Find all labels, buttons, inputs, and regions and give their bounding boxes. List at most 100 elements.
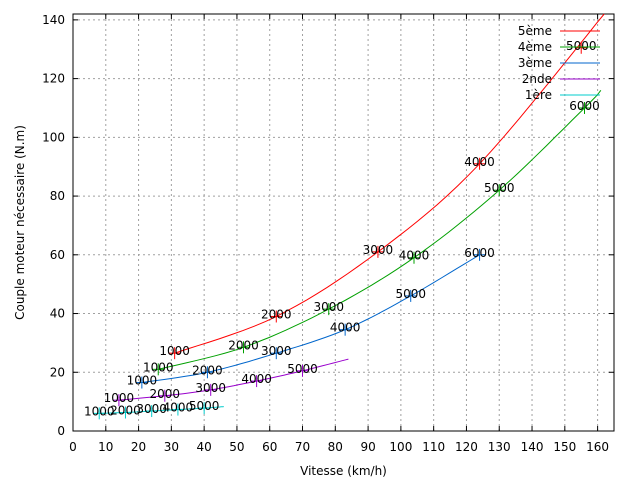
legend-label: 2nde bbox=[522, 72, 552, 86]
rpm-label: 1000 bbox=[143, 360, 174, 374]
rpm-label: 5000 bbox=[566, 39, 597, 53]
data-point: 3000 bbox=[261, 344, 292, 360]
rpm-label: 1000 bbox=[159, 344, 190, 358]
rpm-label: 2000 bbox=[228, 338, 259, 352]
y-tick-label: 40 bbox=[50, 307, 65, 321]
rpm-label: 2000 bbox=[110, 403, 141, 417]
rpm-label: 5000 bbox=[395, 287, 426, 301]
rpm-label: 2000 bbox=[261, 307, 292, 321]
data-point: 6000 bbox=[569, 99, 600, 114]
plot-frame bbox=[72, 13, 615, 432]
legend-item: 2nde bbox=[522, 72, 600, 86]
x-tick-label: 130 bbox=[488, 440, 511, 454]
y-tick-label: 140 bbox=[42, 13, 65, 27]
x-tick-label: 50 bbox=[229, 440, 244, 454]
data-point: 3000 bbox=[195, 381, 226, 396]
series-line bbox=[141, 254, 480, 383]
rpm-label: 1000 bbox=[104, 391, 135, 405]
rpm-label: 5000 bbox=[287, 362, 318, 376]
x-tick-label: 40 bbox=[197, 440, 212, 454]
data-point: 2000 bbox=[150, 387, 181, 402]
rpm-label: 3000 bbox=[261, 344, 292, 358]
x-tick-label: 150 bbox=[553, 440, 576, 454]
x-tick-label: 90 bbox=[360, 440, 375, 454]
data-point: 6000 bbox=[464, 246, 495, 261]
data-point: 4000 bbox=[163, 401, 194, 416]
data-point: 3000 bbox=[363, 243, 394, 258]
rpm-label: 5000 bbox=[484, 181, 515, 195]
data-point: 2000 bbox=[228, 338, 259, 354]
data-point: 4000 bbox=[464, 155, 495, 170]
y-tick-label: 20 bbox=[50, 365, 65, 379]
grid bbox=[73, 14, 614, 431]
y-tick-label: 120 bbox=[42, 72, 65, 86]
rpm-label: 3000 bbox=[136, 402, 167, 416]
data-point: 1000 bbox=[104, 391, 135, 407]
legend-item: 1ère bbox=[525, 88, 600, 102]
data-point: 5000 bbox=[287, 362, 318, 377]
rpm-label: 4000 bbox=[399, 249, 430, 263]
data-point: 2000 bbox=[261, 307, 292, 323]
data-point: 4000 bbox=[241, 372, 272, 388]
rpm-label: 5000 bbox=[189, 399, 220, 413]
rpm-label: 4000 bbox=[330, 321, 361, 335]
series-line bbox=[158, 90, 602, 370]
y-tick-label: 0 bbox=[57, 424, 65, 438]
x-tick-label: 70 bbox=[295, 440, 310, 454]
x-tick-label: 100 bbox=[389, 440, 412, 454]
data-point: 1000 bbox=[127, 374, 158, 389]
data-point: 1000 bbox=[159, 344, 190, 360]
x-tick-label: 10 bbox=[98, 440, 113, 454]
legend-item: 3ème bbox=[518, 56, 600, 70]
x-tick-label: 20 bbox=[131, 440, 146, 454]
rpm-label: 3000 bbox=[363, 243, 394, 257]
y-tick-label: 100 bbox=[42, 130, 65, 144]
rpm-label: 3000 bbox=[313, 300, 344, 314]
x-tick-label: 80 bbox=[328, 440, 343, 454]
rpm-label: 4000 bbox=[464, 155, 495, 169]
y-tick-label: 60 bbox=[50, 248, 65, 262]
rpm-label: 2000 bbox=[192, 363, 223, 377]
x-tick-label: 60 bbox=[262, 440, 277, 454]
x-tick-label: 140 bbox=[521, 440, 544, 454]
data-point: 5000 bbox=[189, 399, 220, 415]
data-point: 4000 bbox=[399, 249, 430, 264]
x-tick-label: 110 bbox=[422, 440, 445, 454]
legend-label: 1ère bbox=[525, 88, 552, 102]
rpm-label: 1000 bbox=[127, 374, 158, 388]
legend-item: 5ème bbox=[518, 24, 600, 38]
rpm-label: 2000 bbox=[150, 387, 181, 401]
legend-label: 5ème bbox=[518, 24, 552, 38]
data-point: 5000 bbox=[395, 287, 426, 302]
axis-ticks: 0 10 20 30 40 50 60 70 80 90 100 110 120 130 140 150 160… bbox=[42, 13, 614, 454]
rpm-label: 4000 bbox=[163, 401, 194, 415]
data-point: 2000 bbox=[192, 363, 223, 379]
rpm-label: 6000 bbox=[464, 246, 495, 260]
rpm-label: 6000 bbox=[569, 99, 600, 113]
series-line bbox=[118, 358, 349, 401]
data-point: 4000 bbox=[330, 321, 361, 336]
data-point: 5000 bbox=[484, 181, 515, 197]
data-point: 1000 bbox=[143, 360, 174, 376]
rpm-label: 1000 bbox=[84, 404, 115, 418]
x-tick-label: 0 bbox=[69, 440, 77, 454]
legend-label: 3ème bbox=[518, 56, 552, 70]
legend-label: 4ème bbox=[518, 40, 552, 54]
x-tick-label: 160 bbox=[586, 440, 609, 454]
x-tick-label: 30 bbox=[164, 440, 179, 454]
x-tick-label: 120 bbox=[455, 440, 478, 454]
data-point: 3000 bbox=[313, 300, 344, 316]
legend-item: 4ème bbox=[518, 40, 600, 54]
data-point: 1000 bbox=[84, 404, 115, 420]
y-tick-label: 80 bbox=[50, 189, 65, 203]
legend: 5ème 4ème 3ème 2nde 1ère bbox=[518, 24, 600, 102]
rpm-label: 3000 bbox=[195, 381, 226, 395]
x-axis-label: Vitesse (km/h) bbox=[300, 464, 387, 478]
rpm-label: 4000 bbox=[241, 372, 272, 386]
